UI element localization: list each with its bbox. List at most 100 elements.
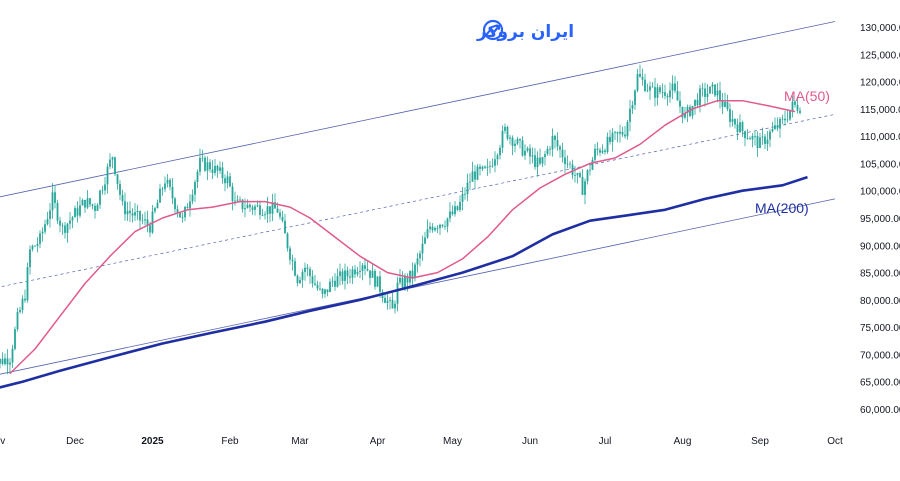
candle	[64, 222, 66, 239]
candle	[164, 176, 166, 193]
candle	[251, 204, 254, 215]
candle	[454, 200, 456, 217]
candle	[279, 208, 281, 220]
candle	[319, 281, 321, 291]
candle	[196, 169, 199, 189]
y-axis: 60,000.00 65,000.00 70,000.00 75,000.00 80,0…	[860, 23, 900, 416]
candle	[649, 81, 651, 100]
candle	[686, 104, 689, 123]
candle	[461, 186, 464, 211]
candle	[331, 276, 334, 288]
candle	[721, 93, 724, 115]
candle	[304, 262, 306, 281]
candle	[581, 169, 584, 196]
candle	[586, 169, 589, 185]
channel-lower-line	[0, 198, 836, 375]
candle	[354, 265, 356, 279]
series-labels: MA(50) MA(200)	[755, 88, 830, 216]
candle	[274, 193, 276, 209]
candle	[729, 103, 731, 128]
candle	[246, 199, 249, 209]
candle	[204, 155, 206, 172]
candle	[496, 153, 499, 166]
candle	[314, 274, 316, 286]
candle	[736, 118, 739, 141]
candle	[734, 118, 736, 129]
candle	[609, 129, 611, 145]
y-tick-label: 115,000.00	[860, 105, 900, 116]
candle	[199, 148, 201, 176]
candle	[356, 266, 359, 277]
candle	[526, 146, 529, 153]
candle	[444, 220, 446, 230]
candle	[391, 292, 394, 309]
candle	[469, 173, 471, 190]
candle	[61, 222, 64, 235]
candle	[226, 171, 229, 189]
candle	[364, 258, 366, 276]
candle	[719, 81, 721, 109]
candle	[21, 295, 24, 314]
candle	[369, 270, 371, 286]
candle	[601, 144, 604, 155]
candle	[536, 151, 539, 177]
candle	[399, 268, 401, 285]
candle	[786, 110, 789, 123]
candle	[116, 173, 119, 190]
candle	[731, 110, 734, 127]
y-tick-label: 70,000.00	[860, 350, 900, 361]
candle	[56, 199, 59, 225]
candle	[764, 134, 766, 149]
candle	[519, 138, 521, 149]
candle	[629, 99, 631, 132]
candle	[264, 211, 266, 220]
candle	[296, 274, 299, 287]
candle	[349, 268, 351, 284]
candle	[154, 206, 156, 214]
candle	[179, 212, 181, 218]
candle	[259, 200, 261, 220]
candle	[514, 139, 516, 153]
candle	[126, 201, 129, 221]
candle	[619, 124, 621, 143]
candle	[366, 260, 369, 272]
candle	[626, 119, 629, 140]
candle	[529, 144, 531, 165]
candle	[646, 83, 649, 93]
candle	[621, 126, 624, 137]
candle	[39, 230, 41, 249]
candle	[426, 219, 429, 239]
candle	[206, 156, 209, 181]
candle	[51, 183, 54, 219]
ma200-line	[0, 175, 808, 389]
candle	[299, 276, 301, 285]
candle	[284, 213, 286, 234]
candle	[119, 180, 121, 201]
candle	[676, 81, 679, 101]
candle	[104, 177, 106, 195]
brand-logo: ایران بروکر	[476, 19, 574, 42]
candle	[341, 268, 344, 285]
candle	[771, 121, 774, 133]
candle	[776, 117, 779, 132]
candle	[779, 116, 781, 138]
candle	[46, 211, 49, 226]
candle	[344, 263, 346, 290]
candle	[584, 178, 586, 205]
candle	[509, 134, 511, 145]
candle	[6, 349, 9, 375]
candle	[384, 293, 386, 304]
candle	[654, 78, 656, 107]
candle	[34, 244, 36, 247]
candle	[121, 189, 124, 206]
candle	[459, 195, 461, 212]
candle	[101, 185, 104, 195]
candle	[416, 252, 419, 273]
candle	[141, 214, 144, 225]
candle	[351, 266, 354, 284]
candle	[79, 196, 81, 218]
candle	[171, 178, 174, 205]
candle	[441, 224, 444, 228]
candle	[24, 289, 26, 303]
